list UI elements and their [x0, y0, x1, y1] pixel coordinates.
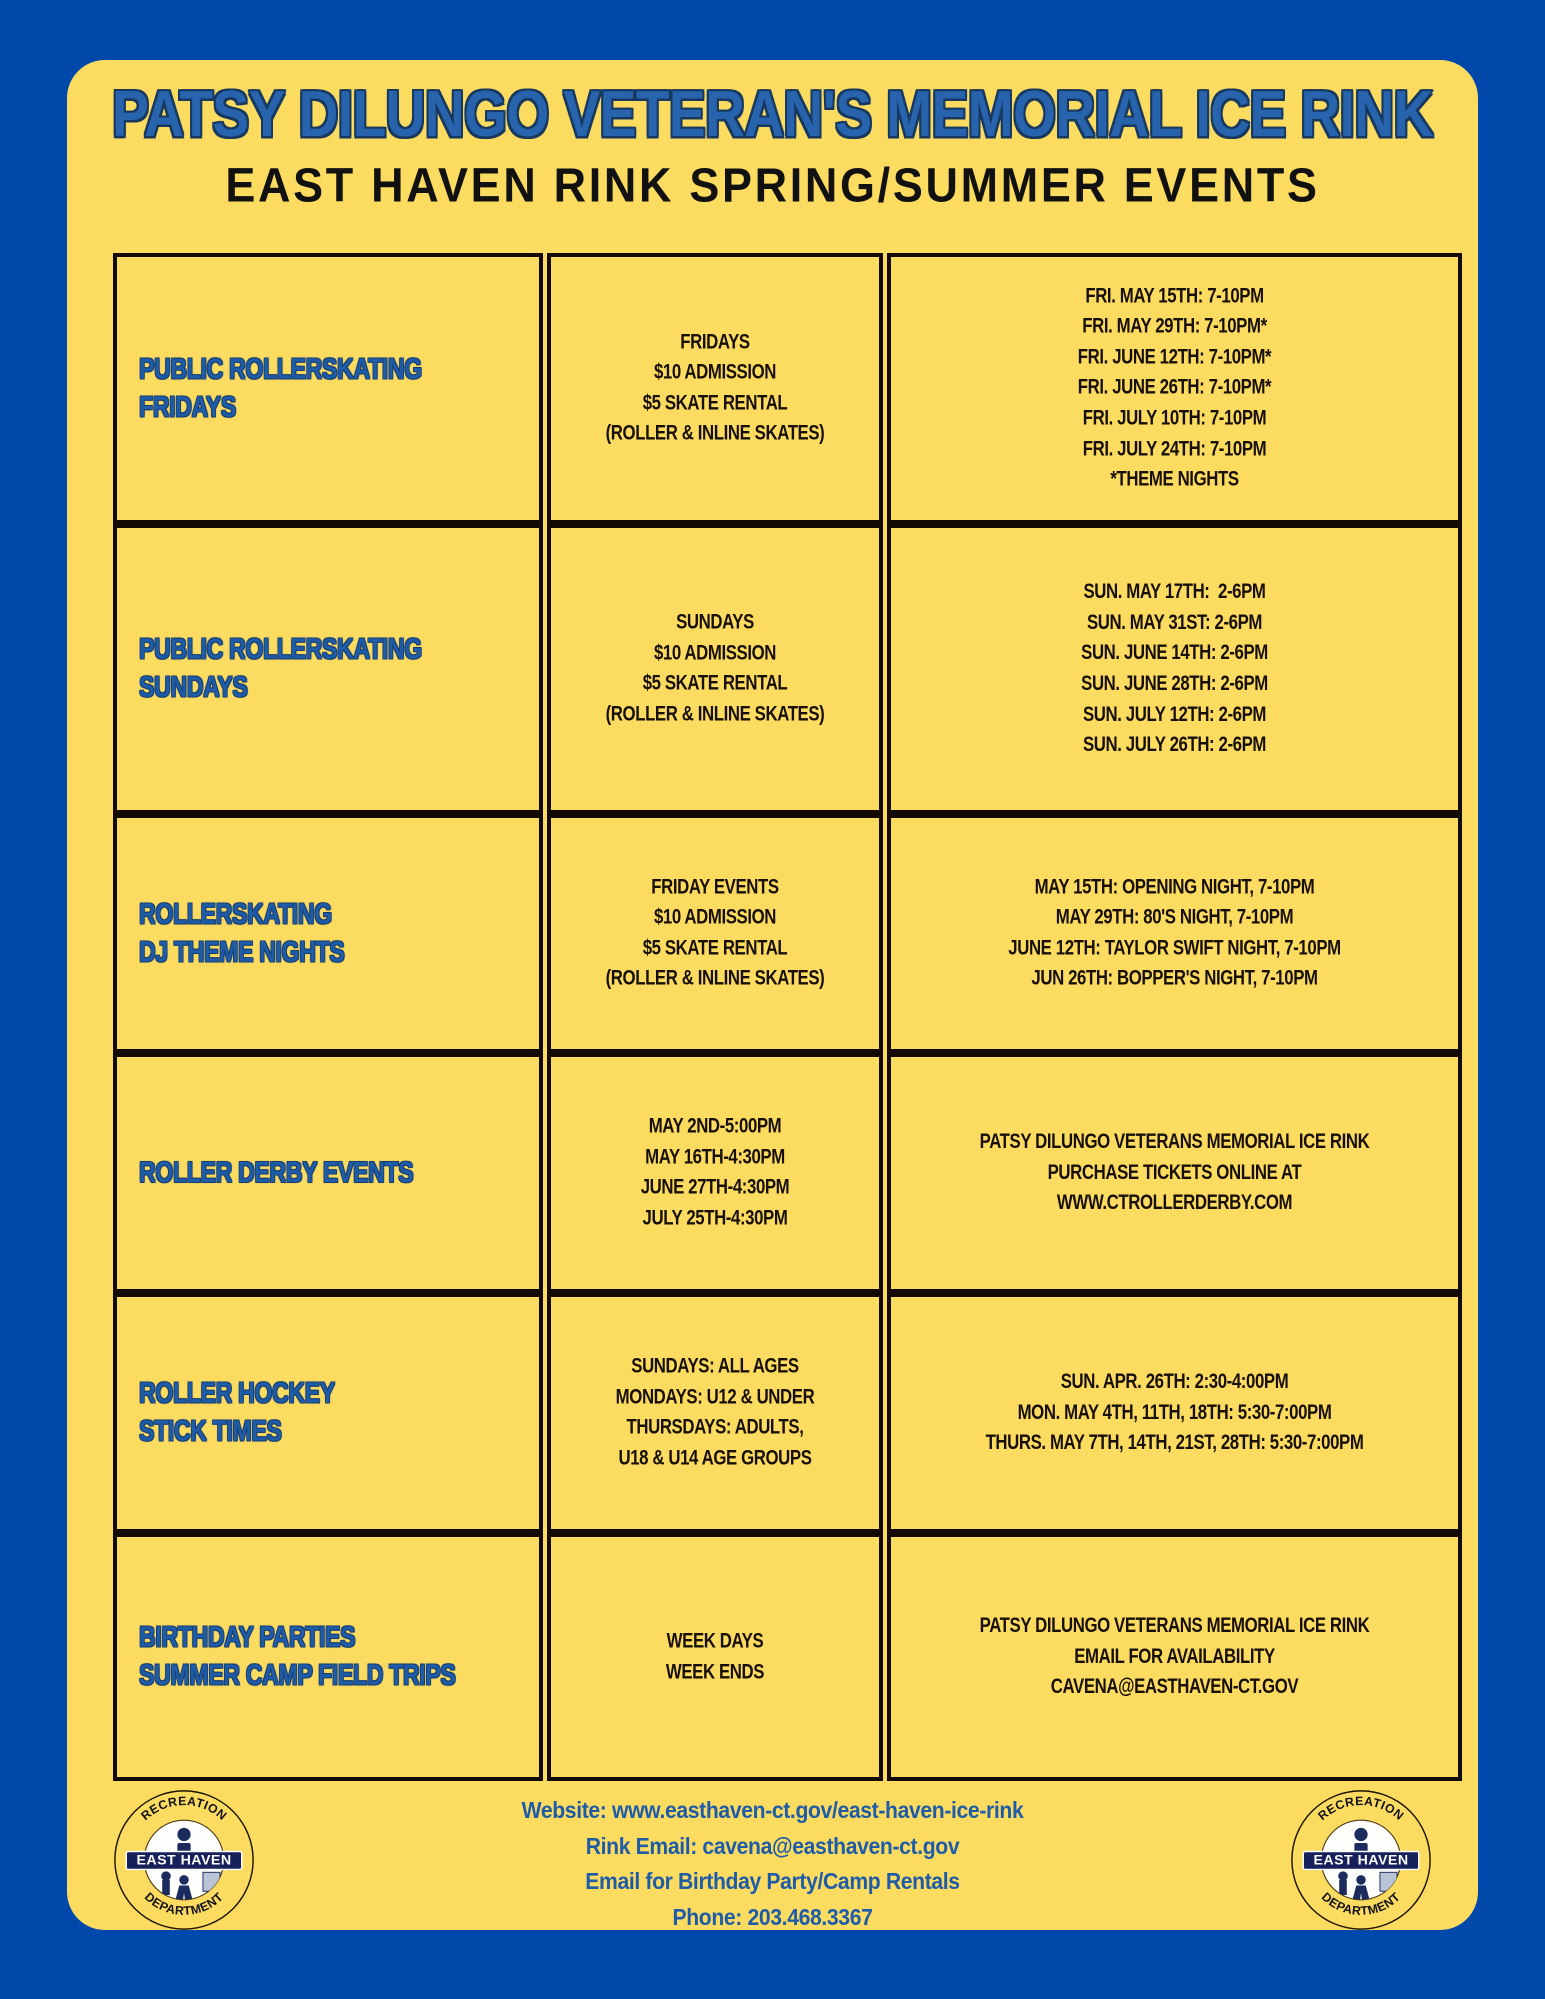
svg-text:EAST HAVEN: EAST HAVEN	[136, 1853, 231, 1869]
svg-text:EAST HAVEN: EAST HAVEN	[1313, 1853, 1408, 1869]
